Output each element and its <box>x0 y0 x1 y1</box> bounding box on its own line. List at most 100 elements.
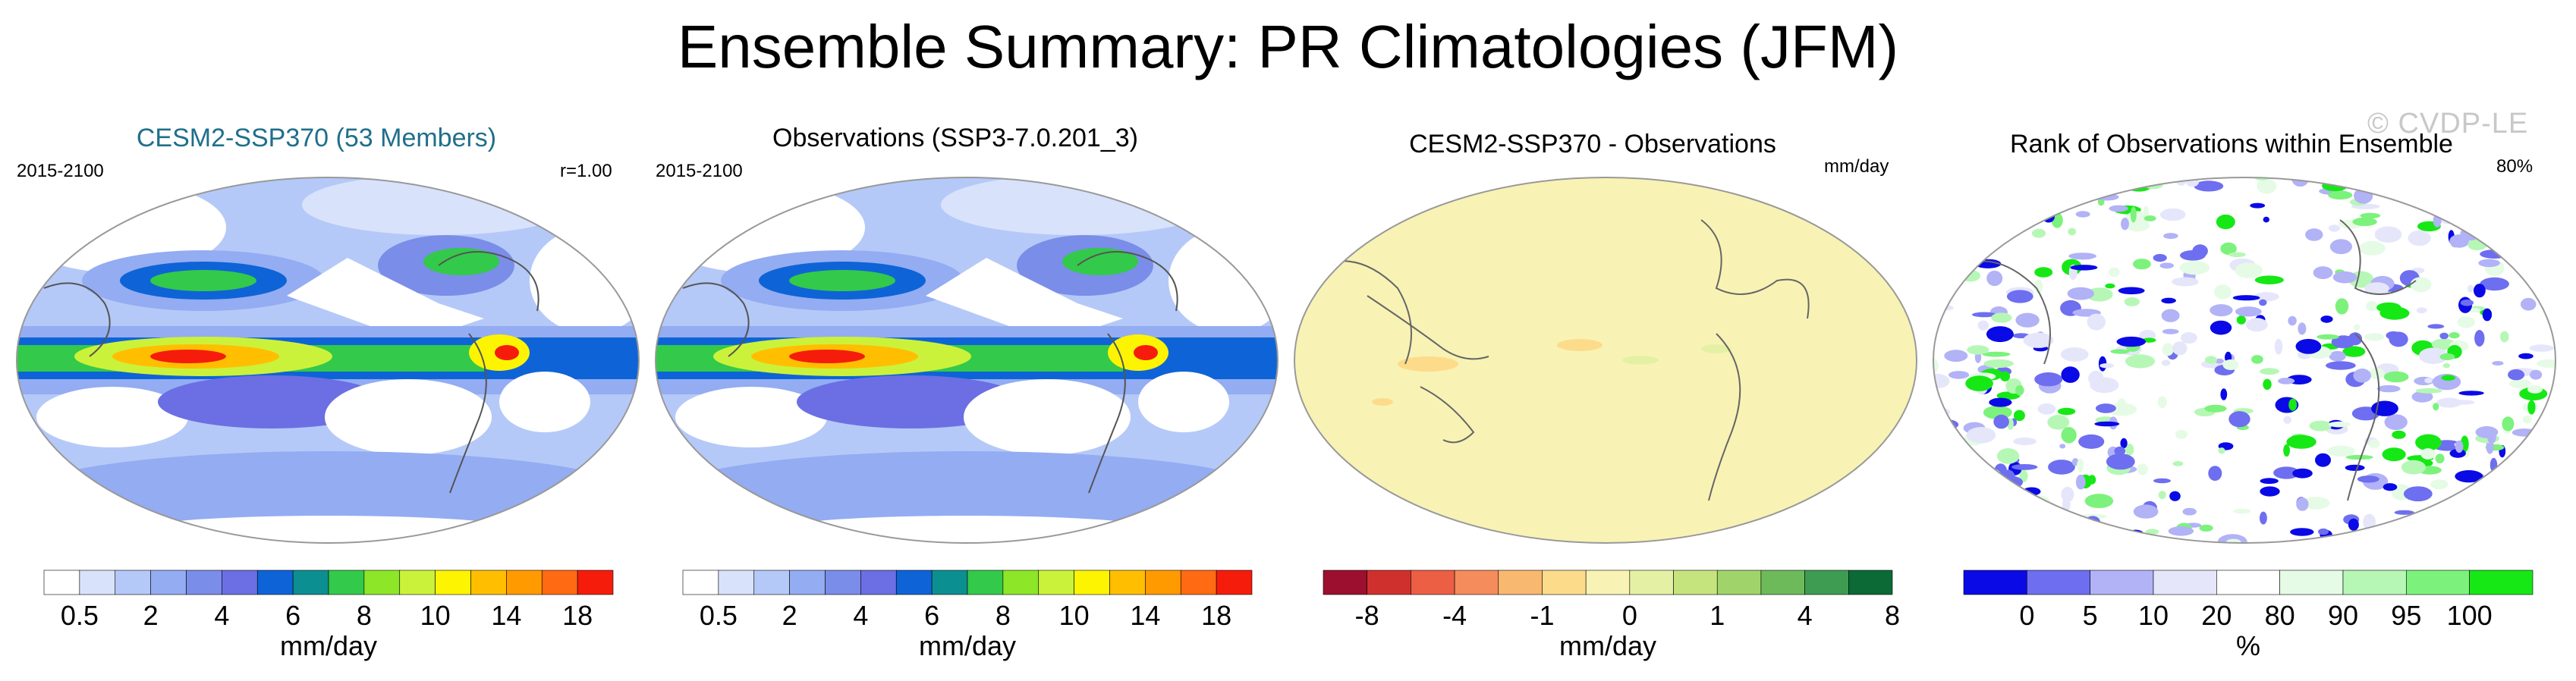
rank-cell <box>1936 515 1964 529</box>
rank-cell <box>2527 400 2536 415</box>
colorbar-box <box>1367 570 1411 595</box>
rank-cell <box>1981 532 2008 543</box>
rank-cell <box>2517 448 2537 455</box>
rank-cell <box>2246 318 2268 332</box>
rank-cell <box>2539 491 2553 506</box>
rank-cell <box>1989 397 2012 407</box>
rank-cell <box>2512 177 2534 193</box>
colorbar-box <box>150 570 187 595</box>
rank-cell <box>2410 277 2432 293</box>
rank-cell <box>2124 297 2140 306</box>
rank-cell <box>2009 209 2022 215</box>
rank-cell <box>2441 375 2456 381</box>
rank-cell <box>2214 284 2232 300</box>
rank-cell <box>2192 244 2208 258</box>
rank-cell <box>2411 391 2433 403</box>
rank-cell <box>2328 421 2351 428</box>
rank-cell <box>2040 177 2049 183</box>
rank-cell <box>2437 527 2455 537</box>
rank-cell <box>1933 465 1952 476</box>
rank-cell <box>2419 513 2434 520</box>
rank-cell <box>2430 479 2449 490</box>
rank-cell <box>2254 275 2284 284</box>
colorbar-box <box>115 570 151 595</box>
rank-cell <box>2047 415 2070 430</box>
rank-cell <box>1997 448 2020 464</box>
rank-cell <box>2357 475 2379 483</box>
rank-cell <box>1952 527 1962 534</box>
colorbar-tick-label: 18 <box>562 600 593 631</box>
colorbar-box <box>1804 570 1849 595</box>
rank-cell <box>2474 330 2485 347</box>
rank-cell <box>2360 212 2381 219</box>
rank-cell <box>2292 468 2313 479</box>
rank-cell <box>2529 344 2554 352</box>
rank-cell <box>2204 404 2227 413</box>
rank-cell <box>2348 518 2359 531</box>
rank-cell <box>2169 491 2181 501</box>
rank-cell <box>2254 292 2279 302</box>
rank-cell <box>2496 507 2509 523</box>
rank-cell <box>2181 331 2197 344</box>
colorbar-box <box>1498 570 1543 595</box>
rank-cell <box>2400 537 2426 543</box>
rank-cell <box>2015 312 2040 328</box>
rank-cell <box>2335 298 2349 315</box>
rank-cell <box>2328 190 2353 200</box>
rank-cell <box>1936 453 1964 464</box>
colorbar-box <box>292 570 329 595</box>
rank-cell <box>2435 504 2465 519</box>
rank-cell <box>2447 528 2456 536</box>
colorbar-tick-label: 4 <box>214 600 229 631</box>
rank-cell <box>2528 177 2538 180</box>
rank-cell <box>2383 371 2409 383</box>
colorbar-box <box>2090 570 2154 595</box>
rank-cell <box>2420 448 2436 460</box>
rank-cell <box>2520 523 2543 535</box>
rank-cell <box>2522 415 2532 424</box>
rank-cell <box>2226 538 2241 543</box>
rank-cell <box>2540 466 2556 475</box>
rank-cell <box>2290 528 2314 536</box>
rank-cell <box>2220 242 2237 255</box>
figure-title: Ensemble Summary: PR Climatologies (JFM) <box>677 13 1899 80</box>
rank-cell <box>2175 429 2188 439</box>
rank-cell <box>2172 461 2184 466</box>
colorbar-units-label: mm/day <box>919 630 1016 661</box>
rank-cell <box>2013 437 2037 446</box>
rank-cell <box>2274 338 2283 355</box>
rank-cell <box>2161 309 2180 322</box>
rank-cell <box>2136 177 2158 182</box>
rank-cell <box>2460 299 2474 306</box>
rank-cell <box>2382 447 2406 462</box>
rank-cell <box>2172 341 2188 356</box>
rank-cell <box>2442 362 2451 369</box>
colorbar-tick-label: 4 <box>853 600 868 631</box>
colorbar-box <box>718 570 755 595</box>
colorbar-tick-label: 95 <box>2391 600 2421 631</box>
panel-title-ens: CESM2-SSP370 (53 Members) <box>136 124 497 152</box>
colorbar-tick-label: 14 <box>1130 600 1160 631</box>
rank-cell <box>2153 253 2167 262</box>
rank-cell <box>2013 179 2038 194</box>
rank-cell <box>2060 347 2089 362</box>
rank-cell <box>2451 240 2460 248</box>
rank-cell <box>2288 398 2298 411</box>
rank-cell <box>2228 411 2250 428</box>
rank-cell <box>1967 345 1989 355</box>
rank-cell <box>2479 487 2494 500</box>
colorbar-box <box>895 570 933 595</box>
rank-cell <box>2031 186 2049 195</box>
rank-cell <box>2145 529 2159 535</box>
rank-cell <box>2538 494 2551 504</box>
rank-cell <box>2305 228 2323 241</box>
rank-cell <box>2326 361 2356 370</box>
rank-cell <box>2359 240 2386 256</box>
rank-cell <box>2302 497 2330 510</box>
rank-cell <box>2332 271 2357 284</box>
rank-cell <box>2374 226 2402 243</box>
rank-cell <box>1951 490 1967 501</box>
rank-cell <box>2260 486 2280 497</box>
rank-cell <box>2046 538 2058 543</box>
rank-cell <box>2386 331 2401 340</box>
